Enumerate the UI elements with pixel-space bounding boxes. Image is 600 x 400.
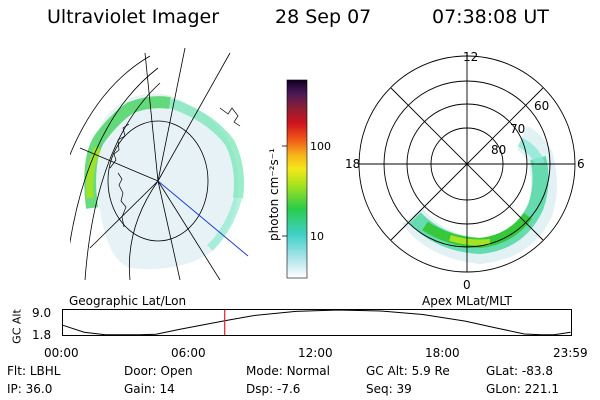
info-filter: Flt: LBHL [7, 364, 60, 378]
observation-date: 28 Sep 07 [275, 6, 372, 28]
timeline-ytick-top: 9.0 [32, 306, 52, 320]
info-gc-alt: GC Alt: 5.9 Re [366, 364, 450, 378]
mlt-label-0: 0 [463, 278, 471, 292]
info-ip-value: 36.0 [25, 382, 53, 396]
info-ip: IP: 36.0 [7, 382, 52, 396]
apex-aurora-emission [401, 125, 557, 265]
mlat-label-70: 70 [510, 122, 525, 136]
colorbar-tick-10: 10 [310, 230, 324, 243]
info-ip-key: IP: [7, 382, 22, 396]
info-gain: Gain: 14 [124, 382, 175, 396]
info-gc-alt-key: GC Alt: [366, 364, 408, 378]
mlat-label-80: 80 [491, 143, 506, 157]
info-filter-key: Flt: [7, 364, 26, 378]
info-glat-key: GLat: [486, 364, 519, 378]
apex-polar-plot: 12 18 6 0 60 70 80 [345, 50, 585, 292]
info-glat: GLat: -83.8 [486, 364, 553, 378]
info-mode-value: Normal [286, 364, 330, 378]
info-dsp-value: -7.6 [276, 382, 301, 396]
info-gc-alt-value: 5.9 Re [411, 364, 450, 378]
info-gain-value: 14 [159, 382, 175, 396]
geo-panel-label: Geographic Lat/Lon [69, 294, 187, 308]
orbit-altitude-timeline [62, 309, 572, 336]
timeline-xtick-0600: 06:00 [171, 346, 206, 360]
geo-grid-lines [70, 48, 231, 280]
geo-local-meridian [157, 180, 249, 257]
instrument-title: Ultraviolet Imager [47, 6, 220, 28]
mlat-label-60: 60 [534, 99, 549, 113]
timeline-xtick-1200: 12:00 [298, 346, 333, 360]
observation-time: 07:38:08 UT [432, 6, 549, 28]
info-glon-key: GLon: [486, 382, 521, 396]
info-door: Door: Open [124, 364, 193, 378]
timeline-xtick-1800: 18:00 [425, 346, 460, 360]
info-door-value: Open [160, 364, 193, 378]
info-seq-value: 39 [396, 382, 412, 396]
coastline-outline [109, 107, 241, 228]
info-gain-key: Gain: [124, 382, 156, 396]
apex-panel-label: Apex MLat/MLT [422, 294, 512, 308]
orbit-altitude-curve [62, 309, 571, 336]
timeline-ytick-bottom: 1.8 [32, 328, 52, 342]
info-glat-value: -83.8 [521, 364, 553, 378]
info-mode: Mode: Normal [246, 364, 330, 378]
mlt-label-18: 18 [345, 157, 360, 171]
mlt-label-12: 12 [463, 50, 478, 64]
info-mode-key: Mode: [246, 364, 283, 378]
geo-aurora-emission [84, 93, 244, 269]
timeline-ylabel: GC Alt [10, 309, 24, 344]
info-seq-key: Seq: [366, 382, 393, 396]
info-seq: Seq: 39 [366, 382, 412, 396]
intensity-colorbar: 100 10 photon cm⁻²s⁻¹ [267, 79, 331, 279]
info-glon: GLon: 221.1 [486, 382, 559, 396]
colorbar-unit-label: photon cm⁻²s⁻¹ [267, 148, 281, 241]
colorbar-tick-100: 100 [310, 140, 331, 153]
info-glon-value: 221.1 [524, 382, 559, 396]
info-dsp: Dsp: -7.6 [246, 382, 300, 396]
apex-grid [358, 55, 576, 273]
info-dsp-key: Dsp: [246, 382, 274, 396]
mlt-label-6: 6 [577, 157, 585, 171]
timeline-xtick-2359: 23:59 [553, 346, 588, 360]
info-filter-value: LBHL [29, 364, 61, 378]
geographic-map [70, 48, 249, 280]
info-door-key: Door: [124, 364, 157, 378]
timeline-xtick-0000: 00:00 [44, 346, 79, 360]
